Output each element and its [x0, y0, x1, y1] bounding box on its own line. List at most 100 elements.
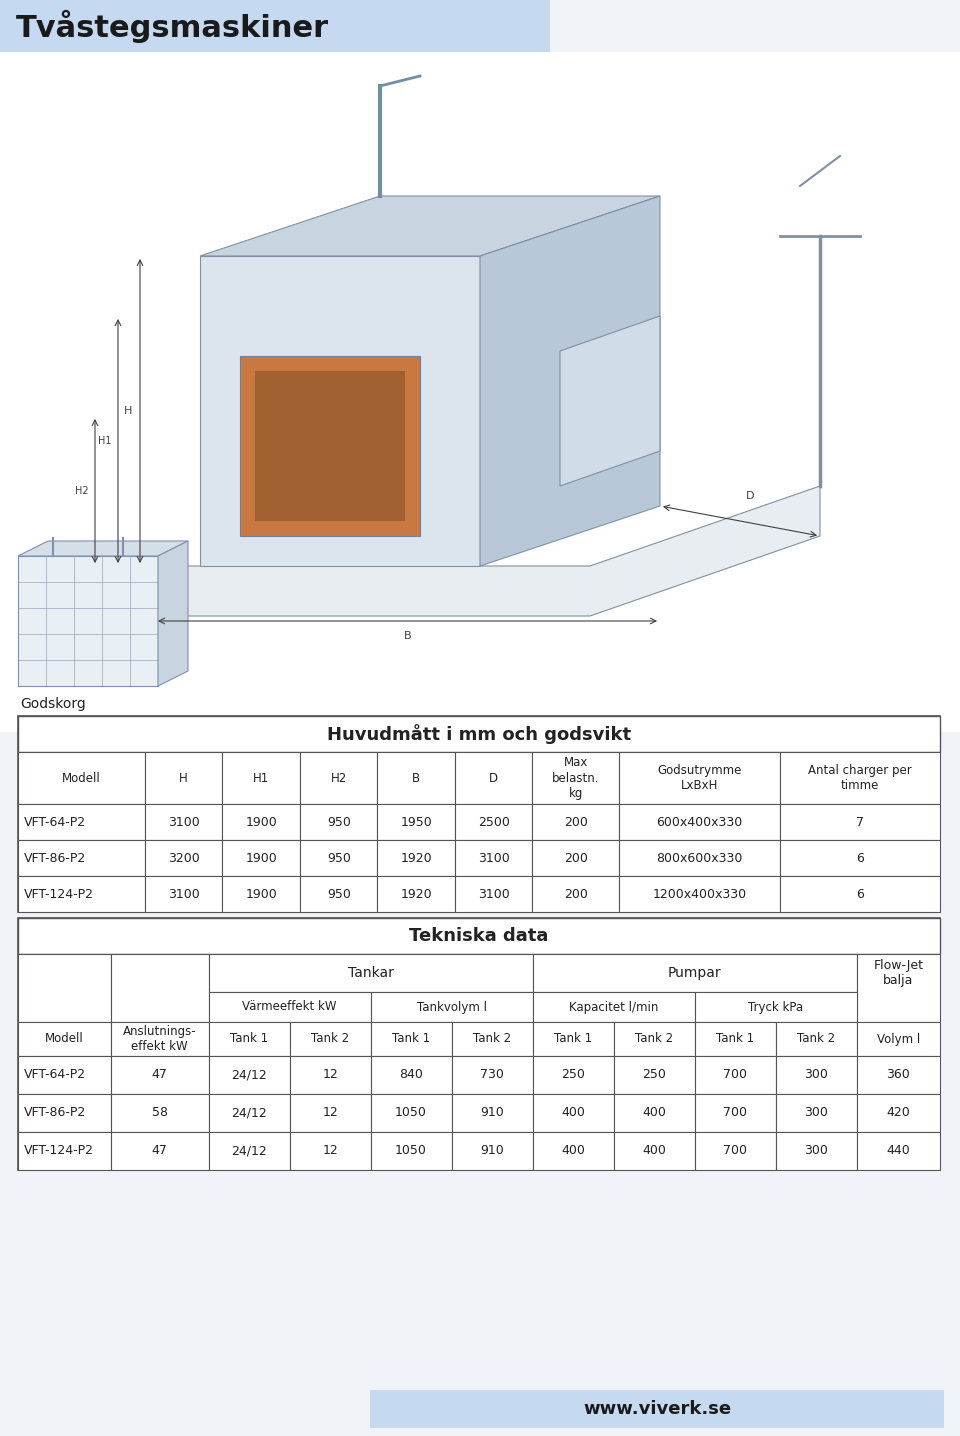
Text: 1900: 1900	[246, 852, 277, 864]
Text: 250: 250	[642, 1068, 666, 1081]
Bar	[300, 804, 377, 840]
Bar	[619, 876, 780, 912]
Bar	[451, 1132, 533, 1170]
Bar	[0, 52, 960, 732]
Text: Pumpar: Pumpar	[668, 966, 721, 979]
Bar	[619, 752, 780, 804]
Bar	[18, 876, 145, 912]
Bar	[533, 1132, 613, 1170]
Text: 840: 840	[399, 1068, 423, 1081]
Text: 950: 950	[326, 852, 350, 864]
Text: 2500: 2500	[478, 816, 510, 829]
Text: 440: 440	[886, 1144, 910, 1157]
Bar	[18, 717, 940, 752]
Bar	[533, 752, 619, 804]
Text: 400: 400	[642, 1107, 666, 1120]
Bar	[455, 840, 533, 876]
Bar	[208, 1022, 290, 1055]
Text: 58: 58	[152, 1107, 168, 1120]
Bar	[377, 804, 455, 840]
Text: Max
belastn.
kg: Max belastn. kg	[552, 757, 600, 800]
Bar	[856, 1094, 940, 1132]
Bar	[208, 1055, 290, 1094]
Text: Tank 2: Tank 2	[797, 1032, 835, 1045]
Polygon shape	[240, 356, 420, 536]
Text: Volym l: Volym l	[876, 1032, 920, 1045]
Polygon shape	[480, 195, 660, 566]
Text: 1950: 1950	[400, 816, 432, 829]
Text: Tank 1: Tank 1	[230, 1032, 268, 1045]
Bar	[300, 840, 377, 876]
Text: 600x400x330: 600x400x330	[657, 816, 743, 829]
Bar	[695, 992, 856, 1022]
Bar	[290, 1132, 371, 1170]
Bar	[111, 954, 208, 1022]
Bar	[145, 840, 223, 876]
Text: VFT-64-P2: VFT-64-P2	[24, 816, 86, 829]
Bar	[619, 840, 780, 876]
Bar	[856, 1055, 940, 1094]
Text: H1: H1	[98, 437, 111, 447]
Text: B: B	[412, 771, 420, 784]
Text: 3100: 3100	[168, 816, 200, 829]
Text: 7: 7	[855, 816, 864, 829]
Bar	[780, 804, 940, 840]
Text: VFT-124-P2: VFT-124-P2	[24, 1144, 94, 1157]
Bar	[208, 954, 533, 992]
Bar	[695, 1055, 776, 1094]
Bar	[18, 1132, 111, 1170]
Text: Tank 2: Tank 2	[636, 1032, 673, 1045]
Text: Tank 1: Tank 1	[392, 1032, 430, 1045]
Text: Tvåstegsmaskiner: Tvåstegsmaskiner	[16, 10, 329, 43]
Bar	[613, 1055, 695, 1094]
Text: 1900: 1900	[246, 816, 277, 829]
Bar	[856, 1022, 940, 1055]
Bar	[776, 1022, 856, 1055]
Text: 300: 300	[804, 1144, 828, 1157]
Text: Tank 2: Tank 2	[473, 1032, 511, 1045]
Text: 950: 950	[326, 887, 350, 900]
Text: 3100: 3100	[478, 887, 510, 900]
Bar	[371, 1022, 451, 1055]
Text: 24/12: 24/12	[231, 1068, 267, 1081]
Text: 420: 420	[886, 1107, 910, 1120]
Text: 400: 400	[642, 1144, 666, 1157]
Text: 700: 700	[723, 1068, 747, 1081]
Text: H1: H1	[253, 771, 270, 784]
Bar	[695, 1022, 776, 1055]
Text: 6: 6	[856, 852, 864, 864]
Bar	[780, 840, 940, 876]
Text: H: H	[180, 771, 188, 784]
Text: 3200: 3200	[168, 852, 200, 864]
Text: 6: 6	[856, 887, 864, 900]
Bar	[613, 1132, 695, 1170]
Bar	[533, 1055, 613, 1094]
Text: Godsutrymme
LxBxH: Godsutrymme LxBxH	[658, 764, 742, 793]
Bar	[18, 804, 145, 840]
Text: 1920: 1920	[400, 887, 432, 900]
Bar	[371, 992, 533, 1022]
Polygon shape	[255, 370, 405, 521]
Bar	[533, 954, 856, 992]
Text: H2: H2	[75, 485, 89, 495]
Text: 24/12: 24/12	[231, 1144, 267, 1157]
Bar	[776, 1094, 856, 1132]
Text: Modell: Modell	[62, 771, 101, 784]
Bar	[780, 876, 940, 912]
Text: Tankar: Tankar	[348, 966, 394, 979]
Text: VFT-86-P2: VFT-86-P2	[24, 852, 86, 864]
Text: Modell: Modell	[45, 1032, 84, 1045]
Bar	[111, 1022, 208, 1055]
Bar	[18, 954, 111, 1022]
Bar	[290, 1094, 371, 1132]
Bar	[533, 804, 619, 840]
Text: 800x600x330: 800x600x330	[657, 852, 743, 864]
Text: 24/12: 24/12	[231, 1107, 267, 1120]
Text: Tekniska data: Tekniska data	[409, 928, 549, 945]
Bar	[18, 1055, 111, 1094]
Text: 47: 47	[152, 1068, 168, 1081]
Text: 1200x400x330: 1200x400x330	[653, 887, 747, 900]
Text: 200: 200	[564, 887, 588, 900]
Bar	[111, 1094, 208, 1132]
Bar	[695, 1132, 776, 1170]
